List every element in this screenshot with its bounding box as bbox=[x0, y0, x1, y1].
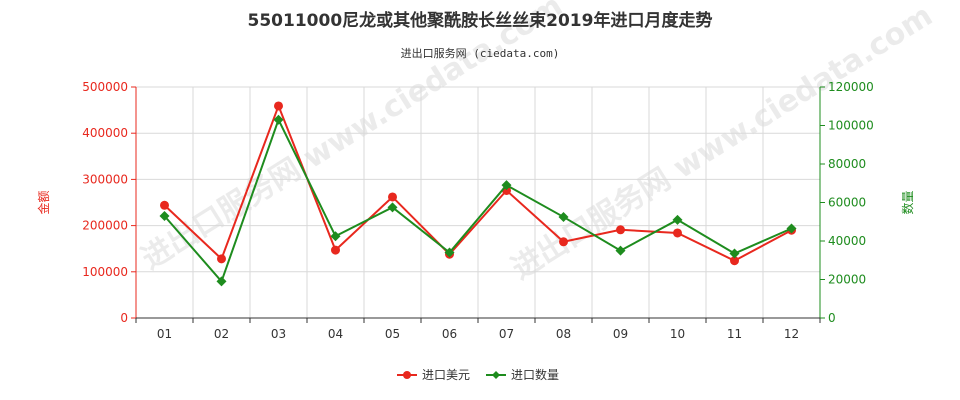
legend-item: 进口数量 bbox=[486, 367, 559, 382]
data-point bbox=[672, 214, 683, 225]
y-left-tick-label: 100000 bbox=[82, 265, 128, 279]
x-tick-label: 12 bbox=[784, 327, 799, 341]
x-tick-label: 03 bbox=[271, 327, 286, 341]
watermark-layer: 进出口服务网 www.ciedata.com 进出口服务网 www.ciedat… bbox=[136, 0, 939, 287]
y-axis-left-label: 金额 bbox=[36, 190, 51, 214]
data-point bbox=[273, 114, 284, 125]
x-tick-label: 06 bbox=[442, 327, 457, 341]
y-right-tick-label: 20000 bbox=[828, 273, 866, 287]
y-left-tick-label: 300000 bbox=[82, 172, 128, 186]
legend-swatch-marker bbox=[492, 371, 500, 379]
data-point bbox=[559, 237, 568, 247]
x-tick-label: 05 bbox=[385, 327, 400, 341]
data-point bbox=[160, 200, 169, 210]
y-right-tick-label: 60000 bbox=[828, 196, 866, 210]
data-point bbox=[387, 202, 398, 213]
x-tick-label: 09 bbox=[613, 327, 628, 341]
chart-subtitle: 进出口服务网 (ciedata.com) bbox=[401, 46, 560, 60]
x-tick-label: 10 bbox=[670, 327, 685, 341]
watermark-text: 进出口服务网 www.ciedata.com bbox=[506, 0, 939, 287]
y-right-tick-label: 0 bbox=[828, 311, 836, 325]
data-point bbox=[501, 180, 512, 191]
data-point bbox=[216, 276, 227, 287]
y-right-tick-label: 80000 bbox=[828, 157, 866, 171]
y-left-tick-label: 0 bbox=[120, 311, 128, 325]
legend-label: 进口数量 bbox=[511, 367, 559, 382]
y-left-tick-label: 200000 bbox=[82, 219, 128, 233]
legend-item: 进口美元 bbox=[397, 368, 470, 382]
data-point bbox=[330, 231, 341, 242]
data-point bbox=[274, 101, 283, 111]
data-point bbox=[729, 248, 740, 259]
series-layer bbox=[159, 101, 797, 287]
data-point bbox=[388, 192, 397, 202]
x-tick-label: 02 bbox=[214, 327, 229, 341]
x-tick-label: 04 bbox=[328, 327, 343, 341]
data-point bbox=[615, 245, 626, 256]
y-left-tick-label: 500000 bbox=[82, 80, 128, 94]
series-line bbox=[163, 103, 792, 262]
data-point bbox=[217, 254, 226, 264]
data-point bbox=[159, 210, 170, 221]
data-point bbox=[444, 247, 455, 258]
legend-label: 进口美元 bbox=[422, 368, 470, 382]
y-right-tick-label: 100000 bbox=[828, 119, 874, 133]
y-left-tick-label: 400000 bbox=[82, 126, 128, 140]
data-point bbox=[673, 228, 682, 238]
data-point bbox=[616, 225, 625, 235]
series-right bbox=[159, 114, 797, 287]
x-tick-label: 08 bbox=[556, 327, 571, 341]
y-axis-right-label: 数量 bbox=[900, 190, 915, 214]
legend-swatch-marker bbox=[403, 371, 411, 379]
data-point bbox=[331, 245, 340, 255]
y-right-tick-label: 120000 bbox=[828, 80, 874, 94]
data-point bbox=[786, 223, 797, 234]
x-tick-label: 07 bbox=[499, 327, 514, 341]
data-point bbox=[730, 256, 739, 266]
series-line bbox=[163, 117, 792, 284]
x-tick-label: 11 bbox=[727, 327, 742, 341]
x-tick-label: 01 bbox=[157, 327, 172, 341]
axis-layer: 0 100000 200000 300000 400000 500000 金额 0 20000 4… bbox=[36, 80, 915, 341]
y-right-tick-label: 40000 bbox=[828, 234, 866, 248]
chart-title: 55011000尼龙或其他聚酰胺长丝丝束2019年进口月度走势 bbox=[248, 10, 713, 31]
legend: 进口美元 进口数量 bbox=[397, 367, 559, 382]
data-point bbox=[558, 211, 569, 222]
